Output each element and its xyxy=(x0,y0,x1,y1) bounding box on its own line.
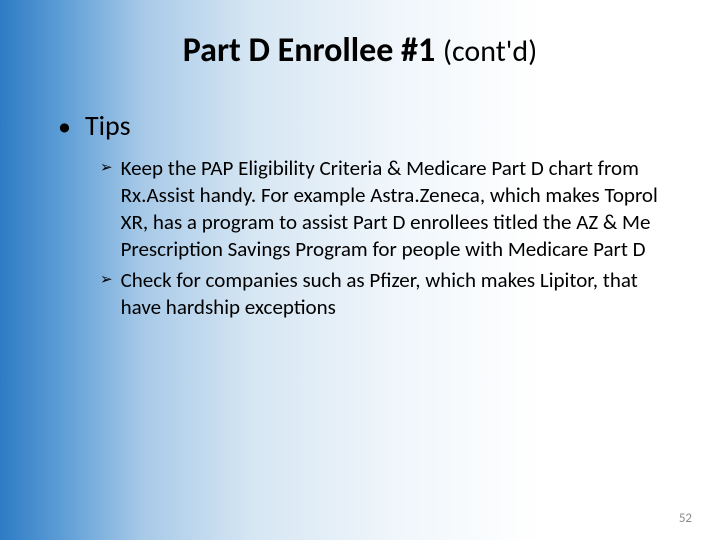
section-heading-row: • Tips xyxy=(56,111,670,141)
section-heading-text: Tips xyxy=(85,111,131,141)
bullet-dot-icon: • xyxy=(58,111,71,141)
title-sub-text: (cont'd) xyxy=(443,33,537,70)
page-number: 52 xyxy=(679,511,692,526)
tip-text: Keep the PAP Eligibility Criteria & Medi… xyxy=(121,155,661,263)
content-area: • Tips ➢ Keep the PAP Eligibility Criter… xyxy=(50,111,670,321)
arrow-bullet-icon: ➢ xyxy=(100,267,113,294)
list-item: ➢ Check for companies such as Pfizer, wh… xyxy=(100,267,670,321)
arrow-bullet-icon: ➢ xyxy=(100,155,113,182)
tip-text: Check for companies such as Pfizer, whic… xyxy=(121,267,661,321)
tips-list: ➢ Keep the PAP Eligibility Criteria & Me… xyxy=(56,155,670,321)
list-item: ➢ Keep the PAP Eligibility Criteria & Me… xyxy=(100,155,670,263)
slide-title: Part D Enrollee #1 (cont'd) xyxy=(50,30,670,71)
title-main-text: Part D Enrollee #1 xyxy=(183,30,443,71)
slide-container: Part D Enrollee #1 (cont'd) • Tips ➢ Kee… xyxy=(0,0,720,540)
